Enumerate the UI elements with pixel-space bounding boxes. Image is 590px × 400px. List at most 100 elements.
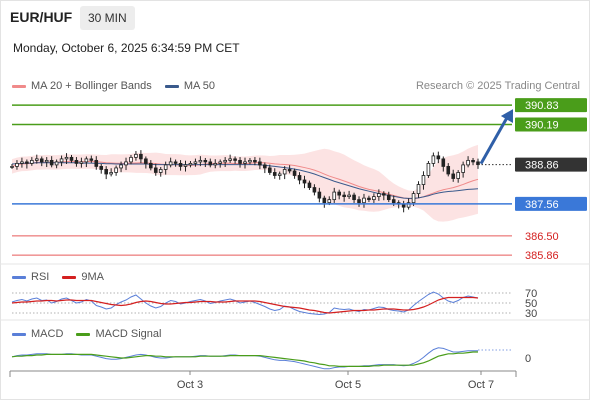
candle-body bbox=[441, 158, 446, 167]
legend-ma20: MA 20 + Bollinger Bands bbox=[12, 80, 152, 92]
candle-body bbox=[287, 169, 292, 172]
forecast-arrow-head bbox=[500, 109, 513, 124]
legend-ma50-label: MA 50 bbox=[183, 80, 216, 92]
rsi-level-label: 30 bbox=[525, 308, 537, 320]
support-tag bbox=[515, 196, 587, 211]
candle-body bbox=[168, 161, 173, 166]
candle-body bbox=[94, 159, 99, 167]
candle-body bbox=[139, 153, 143, 160]
candle-body bbox=[238, 159, 242, 164]
candle-body bbox=[59, 158, 64, 163]
forecast-arrow-shaft bbox=[479, 113, 511, 165]
x-tick-label: Oct 5 bbox=[335, 379, 361, 391]
macd-zero-label: 0 bbox=[525, 353, 531, 365]
candle-body bbox=[34, 158, 39, 161]
candle-body bbox=[382, 193, 386, 196]
candle-body bbox=[367, 197, 371, 201]
datetime-label: Monday, October 6, 2025 6:34:59 PM CET bbox=[13, 41, 240, 55]
candle-body bbox=[54, 161, 59, 166]
candle-body bbox=[436, 155, 441, 160]
candle-body bbox=[20, 161, 24, 164]
candle-body bbox=[208, 161, 213, 166]
candle-body bbox=[362, 197, 366, 204]
candle-body bbox=[317, 191, 322, 199]
candle-body bbox=[451, 173, 456, 179]
legend-macd-signal-swatch bbox=[76, 332, 91, 336]
legend-rsi-ma-swatch bbox=[62, 275, 77, 279]
candle-body bbox=[188, 163, 193, 166]
legend-rsi: RSI bbox=[12, 271, 49, 283]
candle-body bbox=[258, 161, 262, 166]
candle-body bbox=[277, 173, 282, 176]
candle-body bbox=[248, 159, 252, 163]
legend-ma50: MA 50 bbox=[164, 80, 216, 92]
candle-body bbox=[99, 166, 104, 170]
candle-body bbox=[144, 158, 148, 164]
resistance-tag-label: 390.19 bbox=[525, 119, 559, 131]
x-tick-label: Oct 3 bbox=[177, 379, 203, 391]
candle-body bbox=[337, 191, 341, 196]
candle-body bbox=[69, 156, 74, 161]
candle-body bbox=[471, 159, 475, 163]
legend-rsi-ma-label: 9MA bbox=[81, 271, 105, 283]
candle-body bbox=[431, 155, 436, 164]
candle-body bbox=[124, 161, 128, 166]
symbol-title: EUR/HUF bbox=[10, 9, 73, 25]
candle-body bbox=[64, 156, 69, 160]
candle-body bbox=[401, 203, 406, 208]
candle-body bbox=[153, 167, 158, 173]
candle-body bbox=[193, 161, 198, 164]
legend-ma20-swatch bbox=[12, 84, 26, 88]
rsi-legend: RSI 9MA bbox=[12, 271, 114, 283]
macd-legend: MACD MACD Signal bbox=[12, 328, 171, 340]
legend-macd-signal: MACD Signal bbox=[76, 328, 161, 340]
candle-body bbox=[129, 156, 133, 163]
candle-body bbox=[218, 161, 223, 164]
candle-body bbox=[411, 193, 416, 204]
legend-ma20-label: MA 20 + Bollinger Bands bbox=[31, 80, 152, 92]
candle-body bbox=[386, 194, 391, 201]
candle-body bbox=[253, 159, 257, 163]
candle-body bbox=[158, 169, 163, 173]
legend-macd: MACD bbox=[12, 328, 63, 340]
candle-body bbox=[203, 159, 208, 163]
candle-body bbox=[267, 167, 272, 173]
rsi-level-label: 70 bbox=[525, 288, 537, 300]
candle-body bbox=[149, 163, 153, 169]
bollinger-band bbox=[12, 144, 478, 222]
candle-body bbox=[109, 172, 113, 175]
candle-body bbox=[44, 159, 49, 163]
candle-body bbox=[391, 199, 396, 204]
candle-body bbox=[292, 170, 297, 176]
candle-body bbox=[49, 159, 54, 166]
candle-body bbox=[10, 166, 14, 168]
candle-body bbox=[357, 199, 361, 204]
candle-body bbox=[134, 153, 138, 158]
timeframe-button[interactable]: 30 MIN bbox=[80, 6, 135, 30]
candle-body bbox=[377, 193, 381, 198]
candle-body bbox=[416, 184, 421, 194]
support-tag-label: 387.56 bbox=[525, 199, 559, 211]
research-credit: Research © 2025 Trading Central bbox=[415, 80, 580, 92]
target-level-label: 386.50 bbox=[525, 231, 559, 243]
resistance-tag bbox=[515, 98, 587, 113]
candle-body bbox=[322, 197, 327, 204]
candle-body bbox=[178, 163, 183, 167]
candle-body bbox=[352, 194, 356, 201]
candle-body bbox=[263, 164, 267, 169]
candle-body bbox=[302, 179, 307, 184]
candle-body bbox=[223, 159, 227, 163]
legend-rsi-label: RSI bbox=[31, 271, 50, 283]
legend-ma50-swatch bbox=[164, 84, 179, 88]
candle-body bbox=[74, 159, 79, 164]
candle-body bbox=[104, 169, 108, 175]
candle-body bbox=[183, 164, 188, 167]
candle-body bbox=[347, 194, 351, 198]
legend-macd-signal-label: MACD Signal bbox=[95, 328, 162, 340]
candle-body bbox=[15, 163, 19, 167]
candle-body bbox=[466, 159, 470, 166]
candle-body bbox=[25, 161, 29, 164]
main-legend: MA 20 + Bollinger Bands MA 50 bbox=[12, 80, 225, 92]
candle-body bbox=[228, 158, 232, 161]
macd-signal-line bbox=[11, 351, 478, 367]
